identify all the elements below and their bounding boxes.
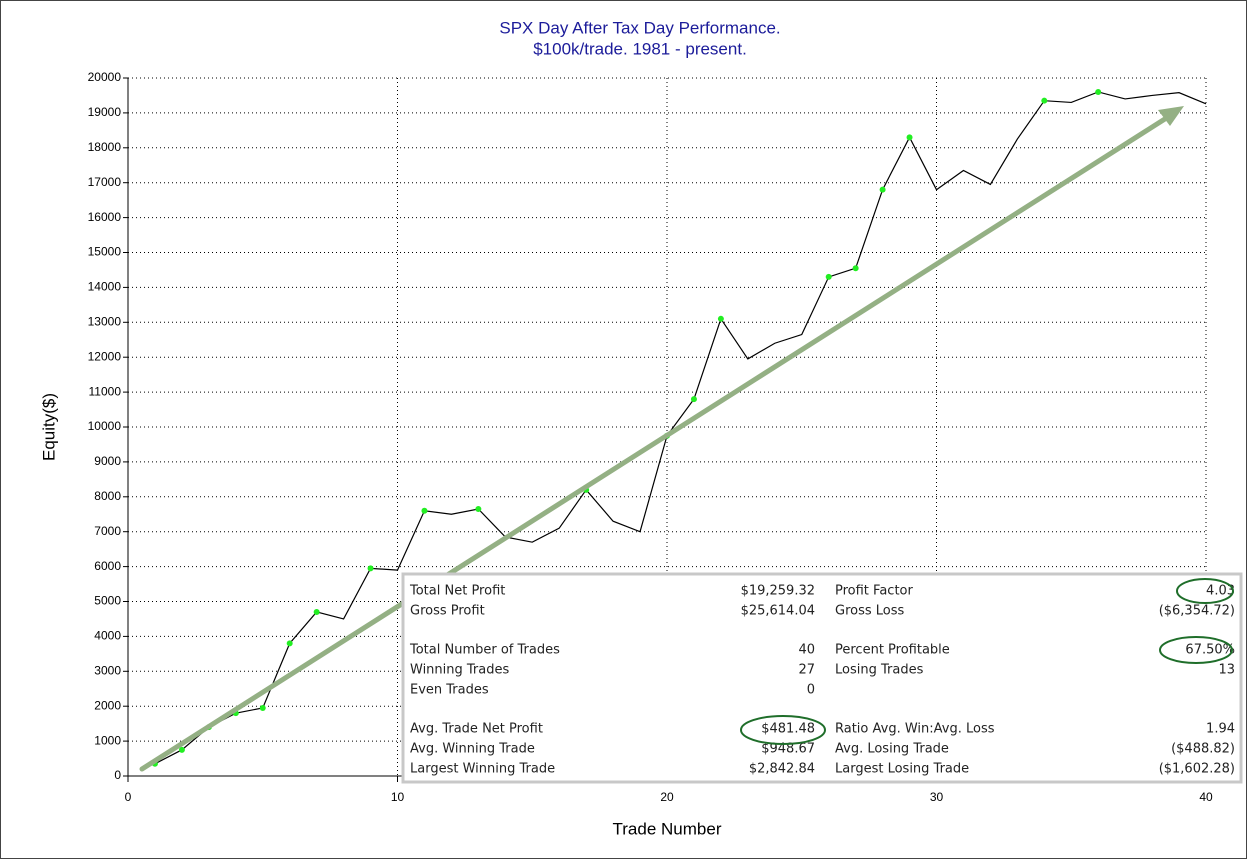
y-tick-label: 7000 bbox=[94, 524, 121, 538]
chart-subtitle: $100k/trade. 1981 - present. bbox=[533, 39, 747, 58]
stat-value: $2,842.84 bbox=[749, 762, 815, 777]
stats-box: Total Net Profit $19,259.32 Profit Factor 4… bbox=[401, 572, 1243, 784]
stat-label: Winning Trades bbox=[410, 663, 509, 678]
y-tick-label: 3000 bbox=[94, 663, 121, 677]
highlight-ellipse bbox=[1176, 578, 1234, 604]
stat-label: Even Trades bbox=[410, 683, 489, 698]
y-tick-label: 8000 bbox=[94, 489, 121, 503]
y-axis-label: Equity($) bbox=[39, 393, 58, 461]
new-high-marker bbox=[852, 265, 859, 272]
y-tick-label: 18000 bbox=[88, 140, 122, 154]
new-high-marker bbox=[259, 704, 266, 711]
stat-value: 13 bbox=[1218, 663, 1235, 678]
new-high-marker bbox=[717, 315, 724, 322]
y-tick-label: 4000 bbox=[94, 629, 121, 643]
stat-label: Avg. Trade Net Profit bbox=[410, 722, 543, 737]
stat-value: ($6,354.72) bbox=[1159, 604, 1235, 619]
trend-arrow bbox=[139, 106, 1184, 772]
new-high-marker bbox=[906, 134, 913, 141]
y-tick-label: 20000 bbox=[88, 70, 122, 84]
y-tick-label: 13000 bbox=[88, 314, 122, 328]
stat-label: Percent Profitable bbox=[835, 643, 950, 658]
y-tick-label: 12000 bbox=[88, 349, 122, 363]
new-high-marker bbox=[286, 640, 293, 647]
highlight-ellipse bbox=[1159, 636, 1233, 664]
stat-value: 1.94 bbox=[1206, 722, 1235, 737]
y-tick-label: 6000 bbox=[94, 559, 121, 573]
y-tick-label: 0 bbox=[114, 768, 121, 782]
stat-label: Avg. Losing Trade bbox=[835, 742, 949, 757]
highlights bbox=[740, 578, 1234, 745]
y-tick-label: 19000 bbox=[88, 105, 122, 119]
grid: 0100020003000400050006000700080009000100… bbox=[88, 70, 1213, 804]
arrow-head bbox=[1158, 106, 1184, 126]
stat-value: 4.03 bbox=[1206, 584, 1235, 599]
equity-line bbox=[154, 91, 1207, 765]
stat-value: $948.67 bbox=[761, 742, 815, 757]
y-tick-label: 5000 bbox=[94, 594, 121, 608]
stat-label: Losing Trades bbox=[835, 663, 924, 678]
y-tick-label: 1000 bbox=[94, 733, 121, 747]
stat-value: $25,614.04 bbox=[741, 604, 815, 619]
stat-value: $19,259.32 bbox=[741, 584, 815, 599]
highlight-ellipse bbox=[740, 715, 826, 745]
stat-value: ($1,602.28) bbox=[1159, 762, 1235, 777]
x-tick-label: 0 bbox=[125, 790, 132, 804]
stat-value: $481.48 bbox=[761, 722, 815, 737]
new-high-marker bbox=[367, 565, 374, 572]
new-high-marker bbox=[879, 186, 886, 193]
new-high-marker bbox=[178, 746, 185, 753]
new-high-marker bbox=[825, 273, 832, 280]
stat-value: 27 bbox=[798, 663, 815, 678]
stat-label: Avg. Winning Trade bbox=[410, 742, 535, 757]
new-high-marker bbox=[690, 396, 697, 403]
stat-label: Ratio Avg. Win:Avg. Loss bbox=[835, 722, 995, 737]
new-high-marker bbox=[1041, 97, 1048, 104]
stat-label: Largest Losing Trade bbox=[835, 762, 969, 777]
stat-label: Gross Loss bbox=[835, 604, 905, 619]
y-tick-label: 9000 bbox=[94, 454, 121, 468]
stat-label: Profit Factor bbox=[835, 584, 913, 599]
new-high-marker bbox=[313, 608, 320, 615]
new-high-marker bbox=[1095, 88, 1102, 95]
y-tick-label: 16000 bbox=[88, 210, 122, 224]
x-tick-label: 40 bbox=[1199, 790, 1213, 804]
stat-label: Largest Winning Trade bbox=[410, 762, 555, 777]
x-tick-label: 30 bbox=[930, 790, 944, 804]
x-tick-label: 10 bbox=[391, 790, 405, 804]
stat-value: 40 bbox=[798, 643, 815, 658]
y-tick-label: 10000 bbox=[88, 419, 122, 433]
y-tick-label: 14000 bbox=[88, 280, 122, 294]
chart-title: SPX Day After Tax Day Performance. bbox=[499, 18, 780, 37]
y-tick-label: 17000 bbox=[88, 175, 122, 189]
x-axis-label: Trade Number bbox=[613, 819, 722, 838]
stat-label: Total Number of Trades bbox=[409, 643, 560, 658]
y-tick-label: 2000 bbox=[94, 698, 121, 712]
stat-label: Total Net Profit bbox=[409, 584, 505, 599]
stat-label: Gross Profit bbox=[410, 604, 485, 619]
stat-value: ($488.82) bbox=[1171, 742, 1235, 757]
stats-background bbox=[401, 572, 1243, 784]
trend-line bbox=[139, 114, 1171, 772]
stat-value: 67.50% bbox=[1185, 643, 1235, 658]
y-tick-label: 15000 bbox=[88, 245, 122, 259]
stat-value: 0 bbox=[807, 683, 815, 698]
new-high-marker bbox=[475, 506, 482, 513]
new-high-marker bbox=[421, 507, 428, 514]
y-tick-label: 11000 bbox=[89, 384, 122, 398]
x-tick-label: 20 bbox=[660, 790, 674, 804]
